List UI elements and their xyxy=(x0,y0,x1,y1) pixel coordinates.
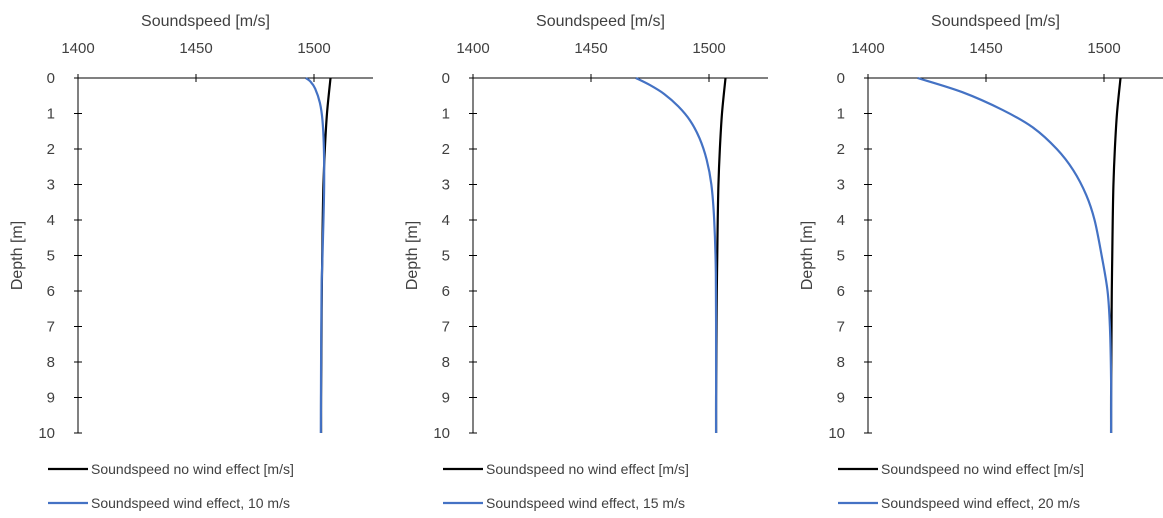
chart-panel-2: Soundspeed [m/s] Depth [m] 1400 1450 1500 0 1 2… xyxy=(395,0,775,518)
chart-panel-1: Soundspeed [m/s] Depth [m] 1400 1450 1500 0 1 2… xyxy=(0,0,380,518)
chart-3-series-line-1 xyxy=(1109,77,1122,434)
chart-2-y-tick-label: 9 xyxy=(442,390,450,407)
chart-3-y-tick-label: 3 xyxy=(837,177,845,194)
chart-2-y-tick-label: 4 xyxy=(442,212,450,229)
chart-3-y-tick-label: 7 xyxy=(837,319,845,336)
chart-3-y-tick-label: 9 xyxy=(837,390,845,407)
chart-3-x-tick-label: 1500 xyxy=(1087,40,1120,57)
chart-1-y-axis-title: Depth [m] xyxy=(9,221,26,290)
chart-3-y-tick-label: 4 xyxy=(837,212,845,229)
chart-2-x-tick-label: 1450 xyxy=(574,40,607,57)
chart-2-x-tick-label: 1500 xyxy=(692,40,725,57)
chart-panel-3: Soundspeed [m/s] Depth [m] 1400 1450 1500 0 1 2… xyxy=(790,0,1163,518)
chart-3-y-tick-label: 1 xyxy=(837,106,845,123)
chart-1-x-tick-label: 1400 xyxy=(61,40,94,57)
chart-2-legend-label-2: Soundspeed wind effect, 15 m/s xyxy=(486,495,685,511)
chart-2-y-axis-title: Depth [m] xyxy=(404,221,421,290)
chart-1-y-tick-label: 5 xyxy=(47,248,55,265)
chart-svg-3: Soundspeed [m/s] Depth [m] 1400 1450 1500 0 1 2… xyxy=(799,13,1163,511)
chart-1-x-axis-title: Soundspeed [m/s] xyxy=(141,13,270,30)
chart-3-x-tick-label: 1400 xyxy=(851,40,884,57)
chart-2-y-tick-label: 2 xyxy=(442,141,450,158)
chart-3-y-tick-label: 0 xyxy=(837,70,845,87)
chart-svg-2: Soundspeed [m/s] Depth [m] 1400 1450 1500 0 1 2… xyxy=(404,13,768,511)
chart-3-y-tick-label: 6 xyxy=(837,283,845,300)
chart-1-y-tick-label: 8 xyxy=(47,354,55,371)
chart-3-series-line-2 xyxy=(917,76,1113,434)
chart-1-legend-label-1: Soundspeed no wind effect [m/s] xyxy=(91,461,294,477)
chart-2-y-tick-label: 6 xyxy=(442,283,450,300)
chart-3-x-axis-title: Soundspeed [m/s] xyxy=(931,13,1060,30)
chart-1-y-tick-label: 2 xyxy=(47,141,55,158)
chart-svg-1: Soundspeed [m/s] Depth [m] 1400 1450 1500 0 1 2… xyxy=(9,13,373,511)
chart-2-y-tick-label: 5 xyxy=(442,248,450,265)
chart-3-y-tick-label: 5 xyxy=(837,248,845,265)
chart-3-y-axis-title: Depth [m] xyxy=(799,221,816,290)
chart-3-y-tick-label: 10 xyxy=(828,425,845,442)
chart-1-series-line-2 xyxy=(305,77,326,434)
chart-1-y-tick-label: 7 xyxy=(47,319,55,336)
chart-1-x-tick-label: 1500 xyxy=(297,40,330,57)
chart-3-legend-label-2: Soundspeed wind effect, 20 m/s xyxy=(881,495,1080,511)
chart-1-y-tick-label: 1 xyxy=(47,106,55,123)
chart-1-y-tick-label: 3 xyxy=(47,177,55,194)
chart-1-legend-label-2: Soundspeed wind effect, 10 m/s xyxy=(91,495,290,511)
chart-2-y-tick-label: 1 xyxy=(442,106,450,123)
chart-2-series-line-1 xyxy=(714,77,727,434)
chart-2-x-axis-title: Soundspeed [m/s] xyxy=(536,13,665,30)
chart-2-legend-label-1: Soundspeed no wind effect [m/s] xyxy=(486,461,689,477)
chart-2-x-tick-label: 1400 xyxy=(456,40,489,57)
chart-2-series-line-2 xyxy=(635,77,718,434)
chart-3-y-tick-label: 2 xyxy=(837,141,845,158)
chart-2-y-tick-label: 0 xyxy=(442,70,450,87)
chart-1-y-tick-label: 10 xyxy=(38,425,55,442)
chart-1-y-tick-label: 4 xyxy=(47,212,55,229)
chart-1-y-tick-label: 0 xyxy=(47,70,55,87)
chart-2-y-tick-label: 3 xyxy=(442,177,450,194)
chart-2-y-tick-label: 8 xyxy=(442,354,450,371)
chart-3-x-tick-label: 1450 xyxy=(969,40,1002,57)
chart-3-legend-label-1: Soundspeed no wind effect [m/s] xyxy=(881,461,1084,477)
chart-2-y-tick-label: 7 xyxy=(442,319,450,336)
chart-2-y-tick-label: 10 xyxy=(433,425,450,442)
chart-3-y-tick-label: 8 xyxy=(837,354,845,371)
chart-1-x-tick-label: 1450 xyxy=(179,40,212,57)
chart-1-y-tick-label: 6 xyxy=(47,283,55,300)
chart-1-y-tick-label: 9 xyxy=(47,390,55,407)
